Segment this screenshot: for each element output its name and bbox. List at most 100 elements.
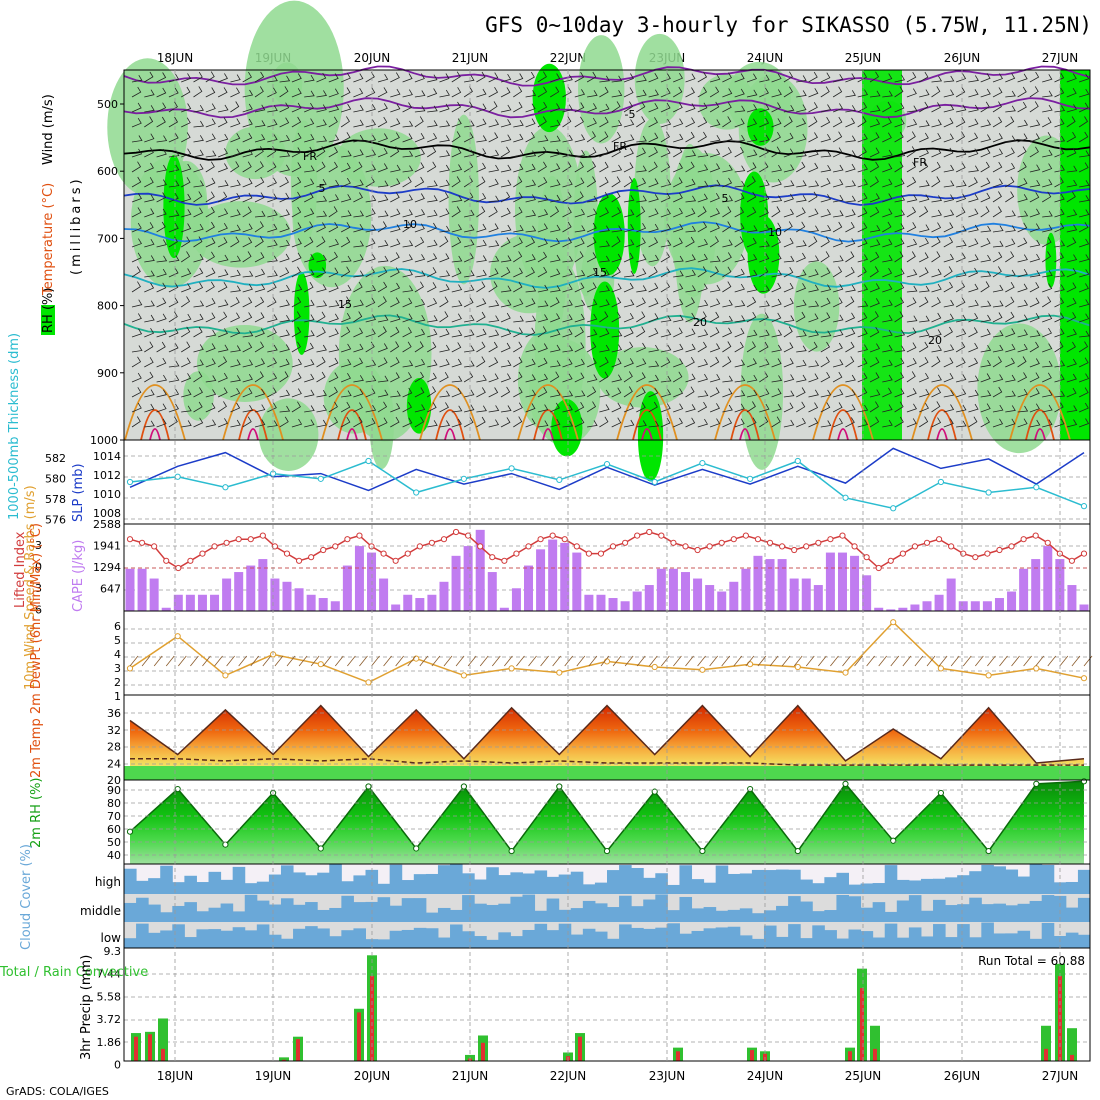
wind-barb [783, 164, 795, 173]
wind-barb [623, 119, 635, 128]
wind-barb [1042, 117, 1052, 128]
wind-barb [599, 371, 609, 383]
wind-barb [217, 311, 228, 323]
wind-barb [796, 417, 806, 428]
wind-barb [267, 223, 278, 233]
wind-barb [833, 314, 844, 323]
surface-contour [222, 384, 284, 441]
wind-barb [673, 403, 684, 413]
lifted-index-series-point [404, 550, 411, 557]
wind-barb [636, 237, 646, 248]
cape-bar [1043, 546, 1053, 611]
wind-barb [1066, 224, 1078, 233]
wind-barb [230, 148, 241, 158]
profile-ylabel: RH (%) Temperature (°C) Wind (m/s) (mill… [41, 94, 84, 335]
wind-barb [980, 101, 990, 113]
wind-barb [783, 221, 793, 233]
wind-barb [796, 283, 807, 293]
wind-barb [267, 314, 278, 323]
lifted-index-series-point [779, 543, 786, 550]
wind-barb [1066, 131, 1077, 143]
wind-barb [390, 118, 401, 128]
cloud-cell [293, 904, 306, 922]
wind-barb [254, 283, 266, 293]
wind-barb [992, 344, 1004, 353]
cape-bar [511, 588, 521, 611]
wind-barb [328, 179, 340, 188]
surface-contour [1034, 428, 1046, 441]
wind-barb [1042, 236, 1052, 248]
wind-barb [955, 131, 966, 143]
wind-barb [992, 225, 1004, 233]
wind-barb [623, 282, 634, 293]
rh-series-point [747, 785, 754, 793]
wind-barb [919, 296, 929, 308]
precip-axis: 9.37.445.583.721.860 [97, 945, 122, 1072]
wind-barb [390, 390, 401, 398]
cloud-cell [341, 881, 354, 894]
lifted-index-series-point [235, 536, 242, 543]
wind-barb [242, 178, 253, 188]
cloud-level-label: middle [80, 904, 121, 918]
wind-barb [611, 402, 622, 413]
wind-barb [340, 312, 351, 323]
surface-wind-barb [371, 655, 380, 667]
wind-barb [783, 358, 794, 368]
wind-barb [611, 297, 622, 308]
cape-tick-label: 2588 [93, 518, 121, 531]
wind-barb [439, 311, 449, 323]
wind-barb [267, 119, 278, 128]
wind-barb [279, 405, 291, 413]
wind-barb [832, 283, 844, 293]
wind-barb [230, 179, 241, 188]
wind-barb [660, 417, 671, 428]
wind-barb [685, 87, 695, 98]
cloud-cell [413, 927, 427, 948]
wind-barb [955, 148, 967, 158]
wind-barb [304, 373, 315, 383]
wind-barb [193, 191, 203, 203]
wind-barb [242, 283, 253, 293]
wind-barb [340, 87, 351, 98]
wind-barb [217, 418, 228, 428]
wind-barb [353, 119, 364, 128]
wind-barb [525, 90, 537, 98]
wind-barb [550, 285, 561, 293]
wind-barb [955, 281, 966, 293]
wind-barb [131, 345, 143, 353]
wind-barb [156, 208, 167, 218]
lifted-index-series-point [622, 539, 629, 546]
wind-barb [586, 176, 597, 188]
wind-barb [685, 417, 696, 428]
wind-barb [156, 389, 167, 398]
wind-barb [451, 358, 462, 368]
wind-barb [402, 297, 413, 308]
contour-label: 15 [338, 298, 352, 311]
wind-barb [968, 177, 978, 188]
cloud-cell [896, 879, 910, 894]
wind-barb [205, 375, 217, 383]
wind-barb [1029, 270, 1041, 278]
wind-barb [131, 207, 142, 218]
wind-barb [550, 163, 561, 173]
wind-barb [402, 209, 413, 218]
wind-barb [340, 222, 351, 233]
wind-barb [648, 117, 658, 128]
wind-barb [673, 207, 683, 218]
wind-barb [525, 179, 537, 188]
wind-barb [992, 161, 1003, 173]
lifted-index-series-point [791, 546, 798, 554]
wind-barb [906, 194, 918, 203]
wind-barb [1005, 251, 1015, 263]
wind-barb [353, 270, 364, 278]
wind-barb [771, 222, 782, 233]
thickness-series-point [174, 473, 181, 480]
wind-barb [857, 312, 868, 323]
wind-barb [365, 387, 376, 398]
wind-barb [365, 224, 377, 233]
wind-barb [279, 267, 290, 278]
wind-barb [1066, 405, 1078, 413]
wind-barb [709, 266, 719, 278]
wind-barb [673, 327, 683, 338]
